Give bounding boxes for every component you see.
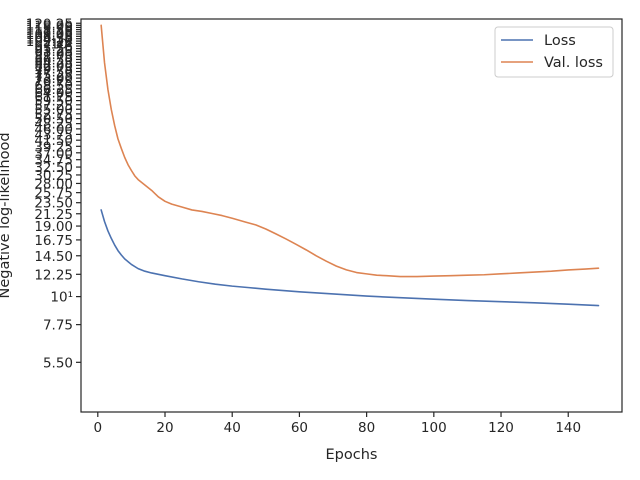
y-tick-label: 104.50 [26, 32, 73, 48]
y-tick-label: 52.75 [34, 107, 73, 123]
x-axis-label: Epochs [326, 447, 378, 463]
y-tick-label: 55.00 [34, 102, 73, 118]
y-tick-label: 111.25 [26, 25, 73, 41]
x-tick-label: 120 [488, 420, 514, 436]
legend-label-val-loss: Val. loss [544, 55, 603, 71]
y-tick-label: 28.00 [34, 176, 73, 192]
y-tick-label: 120.25 [26, 16, 73, 32]
y-tick-label: 5.50 [43, 355, 73, 371]
y-tick-label: 93.25 [34, 44, 73, 60]
y-tick-label: 70.75 [34, 75, 73, 91]
y-tick-label: 61.75 [34, 90, 73, 106]
y-tick-label: 50.50 [34, 112, 73, 128]
y-tick-label: 102.25 [26, 34, 73, 50]
y-tick-label: 10² [50, 37, 73, 53]
y-tick-label: 88.75 [34, 50, 73, 66]
y-tick-label: 39.25 [34, 139, 73, 155]
plot-frame [80, 18, 623, 413]
x-tick-label: 140 [555, 420, 581, 436]
x-tick-label: 100 [421, 420, 447, 436]
y-tick-label: 19.00 [34, 219, 73, 235]
y-tick-label: 23.50 [34, 196, 73, 212]
x-tick-label: 60 [291, 420, 308, 436]
y-tick-label: 64.00 [34, 86, 73, 102]
y-tick-label: 48.25 [34, 117, 73, 133]
y-tick-label: 43.75 [34, 127, 73, 143]
y-tick-label: 21.25 [34, 207, 73, 223]
x-axis-ticks: 0 20 40 60 80 100 120 140 [94, 412, 581, 436]
y-tick-label: 12.25 [34, 267, 73, 283]
y-tick-label: 115.75 [26, 20, 73, 36]
series-line-val-loss [100, 24, 600, 278]
x-tick-label: 80 [358, 420, 375, 436]
y-tick-label: 75.25 [34, 68, 73, 84]
y-tick-label: 113.50 [26, 23, 73, 39]
x-tick-label: 0 [94, 420, 103, 436]
legend-label-loss: Loss [544, 33, 576, 49]
y-tick-label: 106.75 [26, 29, 73, 45]
y-tick-label: 10¹ [50, 290, 73, 306]
y-tick-label: 91.00 [34, 47, 73, 63]
y-tick-label: 14.50 [34, 249, 73, 265]
y-tick-label: 66.25 [34, 82, 73, 98]
y-tick-label: 82.00 [34, 58, 73, 74]
y-tick-label: 57.25 [34, 98, 73, 114]
series-line-loss [100, 209, 600, 307]
y-axis-label: Negative log-likelihood [0, 132, 13, 298]
series-layer [100, 24, 600, 307]
y-tick-label: 109.00 [26, 27, 73, 43]
y-tick-label: 30.25 [34, 168, 73, 184]
y-tick-label: 86.50 [34, 52, 73, 68]
y-tick-label: 37.00 [34, 146, 73, 162]
y-tick-label: 84.25 [34, 55, 73, 71]
y-tick-label: 95.50 [34, 42, 73, 58]
y-tick-label: 34.75 [34, 153, 73, 169]
y-tick-label: 68.50 [34, 78, 73, 94]
y-axis-ticks: 5.50 7.75 10¹ 12.25 14.5016.7519.0021.2523.5… [26, 16, 81, 371]
x-tick-label: 20 [156, 420, 173, 436]
y-tick-label: 73.00 [34, 71, 73, 87]
y-tick-label: 16.75 [34, 233, 73, 249]
y-tick-label: 118.00 [26, 18, 73, 34]
y-tick-label: 79.75 [34, 61, 73, 77]
legend: Loss Val. loss [494, 26, 614, 78]
x-tick-label: 40 [224, 420, 241, 436]
y-tick-label: 77.50 [34, 65, 73, 81]
y-tick-label: 46.00 [34, 122, 73, 138]
y-tick-label: 7.75 [43, 318, 73, 334]
y-tick-label: 25.75 [34, 186, 73, 202]
y-tick-label: 41.50 [34, 133, 73, 149]
y-tick-label: 32.50 [34, 160, 73, 176]
y-tick-label: 97.75 [34, 39, 73, 55]
y-tick-label: 59.50 [34, 94, 73, 110]
